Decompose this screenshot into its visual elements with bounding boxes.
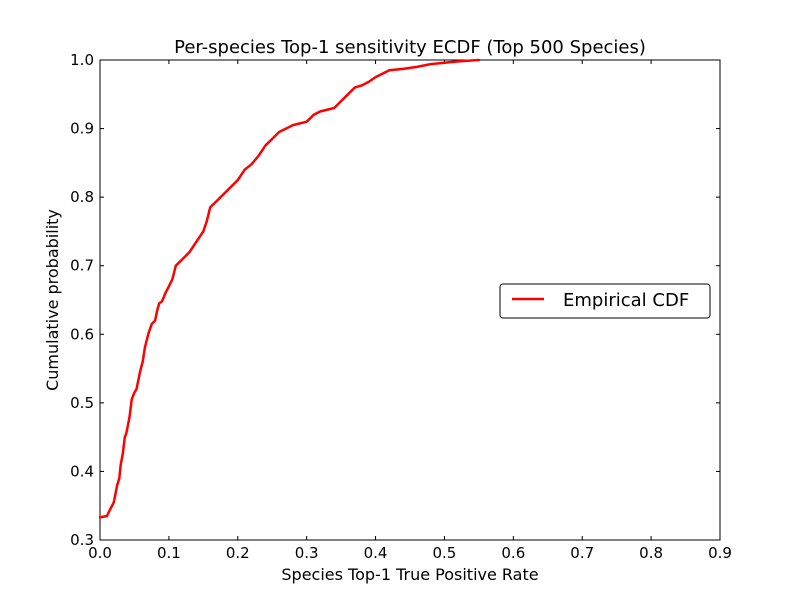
ecdf-line xyxy=(98,58,481,519)
x-tick-label: 0.0 xyxy=(88,544,112,562)
x-tick-label: 0.9 xyxy=(708,544,732,562)
x-tick-label: 0.8 xyxy=(639,544,663,562)
x-tick-label: 0.5 xyxy=(433,544,457,562)
y-tick-label: 0.5 xyxy=(70,394,94,412)
x-axis-ticks: 0.0 0.1 0.2 0.3 0.4 0.5 0.6 0.7 0.8 0.9 xyxy=(88,60,732,562)
y-tick-label: 0.9 xyxy=(70,120,94,138)
x-tick-label: 0.2 xyxy=(226,544,250,562)
chart-title: Per-species Top-1 sensitivity ECDF (Top … xyxy=(174,37,646,58)
legend: Empirical CDF xyxy=(499,283,711,319)
x-tick-label: 0.7 xyxy=(570,544,594,562)
y-tick-label: 0.7 xyxy=(70,257,94,275)
legend-box xyxy=(499,283,711,319)
series-layer xyxy=(98,58,481,519)
y-tick-label: 0.3 xyxy=(70,531,94,549)
y-tick-label: 0.8 xyxy=(70,188,94,206)
y-axis-ticks: 0.3 0.4 0.5 0.6 0.7 0.8 0.9 1.0 xyxy=(70,51,720,549)
x-tick-label: 0.6 xyxy=(501,544,525,562)
x-tick-label: 0.3 xyxy=(295,544,319,562)
x-tick-label: 0.4 xyxy=(364,544,388,562)
y-tick-label: 0.6 xyxy=(70,325,94,343)
x-axis-label: Species Top-1 True Positive Rate xyxy=(281,565,538,584)
legend-label: Empirical CDF xyxy=(563,290,689,311)
x-tick-label: 0.1 xyxy=(157,544,181,562)
y-tick-label: 1.0 xyxy=(70,51,94,69)
y-tick-label: 0.4 xyxy=(70,462,94,480)
y-axis-label: Cumulative probability xyxy=(43,209,62,391)
